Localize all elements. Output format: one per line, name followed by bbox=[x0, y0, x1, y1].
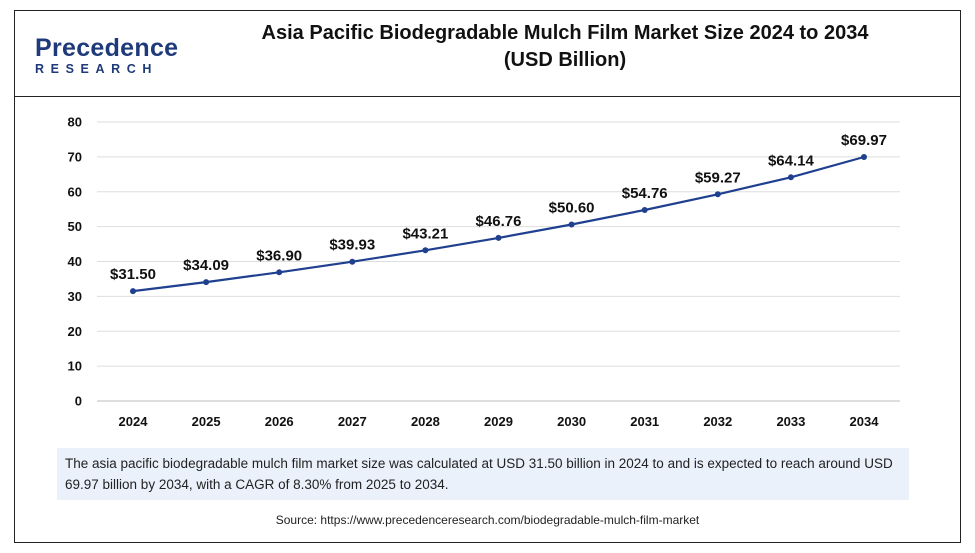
chart-title: Asia Pacific Biodegradable Mulch Film Ma… bbox=[200, 20, 930, 74]
brand-logo: Precedence RESEARCH bbox=[35, 35, 185, 79]
y-tick-label: 0 bbox=[75, 394, 82, 409]
chart-title-line-2: (USD Billion) bbox=[503, 49, 627, 71]
source-note: Source: https://www.precedenceresearch.c… bbox=[275, 513, 700, 527]
data-label: $39.93 bbox=[329, 237, 375, 254]
data-label: $36.90 bbox=[256, 247, 302, 264]
data-label: $34.09 bbox=[183, 257, 229, 274]
logo-subtext: RESEARCH bbox=[35, 62, 158, 76]
header: Precedence RESEARCH bbox=[15, 11, 960, 97]
data-label: $31.50 bbox=[110, 266, 156, 283]
x-tick-label: 2029 bbox=[484, 414, 513, 429]
data-point bbox=[714, 191, 721, 198]
data-label: $54.76 bbox=[622, 185, 668, 202]
data-label: $50.60 bbox=[549, 200, 595, 217]
x-tick-label: 2030 bbox=[557, 414, 586, 429]
data-point bbox=[130, 288, 136, 295]
x-tick-label: 2024 bbox=[119, 414, 149, 429]
data-point bbox=[568, 221, 575, 228]
logo-wordmark: Precedence bbox=[35, 34, 179, 62]
x-tick-label: 2034 bbox=[850, 414, 880, 429]
x-tick-label: 2031 bbox=[630, 414, 659, 429]
y-tick-label: 60 bbox=[68, 184, 82, 199]
data-label: $64.14 bbox=[768, 152, 815, 169]
data-point bbox=[787, 174, 794, 181]
x-tick-label: 2032 bbox=[703, 414, 732, 429]
y-tick-label: 50 bbox=[68, 219, 82, 234]
y-tick-label: 70 bbox=[68, 149, 82, 164]
data-point bbox=[495, 234, 502, 241]
chart-caption: The asia pacific biodegradable mulch fil… bbox=[57, 448, 909, 500]
x-tick-label: 2027 bbox=[338, 414, 367, 429]
x-tick-label: 2026 bbox=[265, 414, 294, 429]
data-point bbox=[861, 153, 867, 160]
y-tick-label: 30 bbox=[68, 289, 82, 304]
data-label: $46.76 bbox=[476, 213, 522, 230]
y-tick-label: 20 bbox=[68, 324, 82, 339]
y-tick-label: 80 bbox=[68, 115, 82, 130]
x-tick-label: 2025 bbox=[192, 414, 221, 429]
data-point bbox=[349, 258, 356, 265]
chart-title-line-1: Asia Pacific Biodegradable Mulch Film Ma… bbox=[261, 22, 869, 44]
y-tick-label: 10 bbox=[68, 359, 82, 374]
x-tick-label: 2028 bbox=[411, 414, 440, 429]
data-point bbox=[276, 269, 283, 276]
data-point bbox=[422, 247, 429, 254]
x-tick-label: 2033 bbox=[776, 414, 805, 429]
data-point bbox=[203, 279, 210, 286]
chart-frame: Precedence RESEARCH bbox=[14, 10, 961, 543]
data-label: $43.21 bbox=[402, 225, 448, 242]
data-label: $59.27 bbox=[695, 169, 741, 186]
data-label: $69.97 bbox=[841, 132, 887, 149]
y-tick-label: 40 bbox=[68, 254, 82, 269]
data-point bbox=[641, 207, 648, 214]
